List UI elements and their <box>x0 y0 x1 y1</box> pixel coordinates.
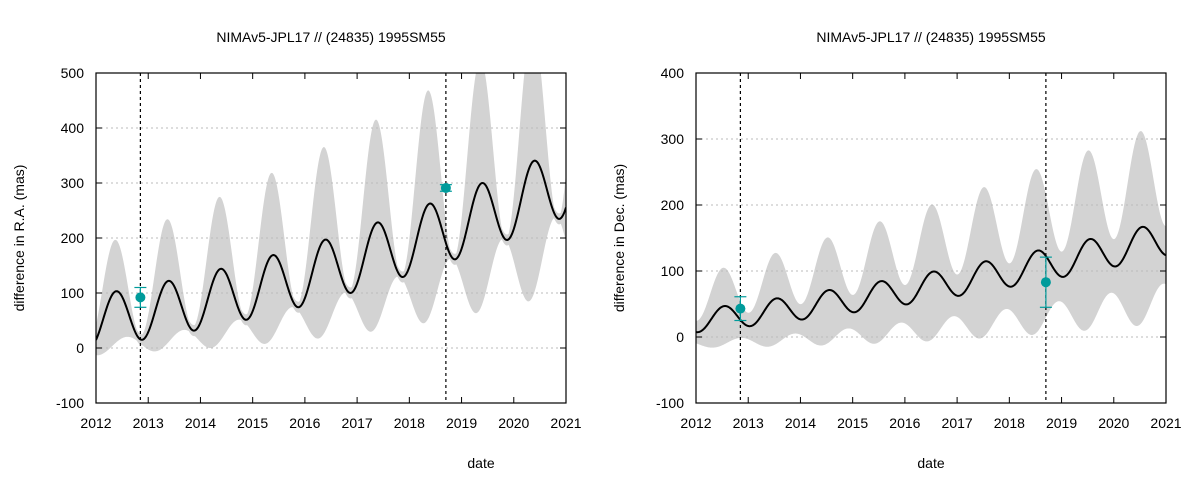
data-point <box>135 292 146 303</box>
data-point <box>735 303 746 314</box>
x-tick-label: 2017 <box>342 415 373 431</box>
series-line <box>696 225 1166 334</box>
data-point <box>440 182 451 193</box>
x-tick-label: 2014 <box>785 415 816 431</box>
y-tick-label: -100 <box>656 395 684 411</box>
y-tick-label: 500 <box>61 65 85 81</box>
series-line <box>96 159 566 341</box>
y-tick-label: 100 <box>661 263 685 279</box>
y-tick-label: 100 <box>61 285 85 301</box>
ra-difference-chart: NIMAv5-JPL17 // (24835) 1995SM55 date di… <box>11 29 582 471</box>
plot-area <box>696 73 1166 403</box>
x-tick-label: 2012 <box>680 415 711 431</box>
y-tick-label: 300 <box>661 131 685 147</box>
y-tick-label: 400 <box>661 65 685 81</box>
x-axis-label: date <box>467 455 494 471</box>
data-point <box>1040 277 1051 288</box>
y-axis-label: difference in Dec. (mas) <box>611 164 627 312</box>
x-tick-label: 2017 <box>942 415 973 431</box>
y-axis-label: difference in R.A. (mas) <box>11 165 27 312</box>
y-tick-label: 200 <box>661 197 685 213</box>
x-tick-label: 2015 <box>837 415 868 431</box>
x-tick-label: 2021 <box>550 415 581 431</box>
x-tick-label: 2021 <box>1150 415 1181 431</box>
x-tick-label: 2018 <box>394 415 425 431</box>
uncertainty-band <box>696 131 1166 348</box>
x-tick-label: 2013 <box>733 415 764 431</box>
plot-frame <box>695 72 1167 404</box>
y-tick-label: 0 <box>76 340 84 356</box>
plot-area <box>96 73 566 403</box>
x-tick-label: 2019 <box>446 415 477 431</box>
x-tick-label: 2014 <box>185 415 216 431</box>
x-tick-label: 2016 <box>289 415 320 431</box>
y-tick-label: 400 <box>61 120 85 136</box>
y-tick-label: 0 <box>676 329 684 345</box>
uncertainty-band <box>96 73 566 356</box>
y-tick-label: -100 <box>56 395 84 411</box>
chart-title: NIMAv5-JPL17 // (24835) 1995SM55 <box>816 29 1046 45</box>
x-tick-label: 2013 <box>133 415 164 431</box>
y-tick-label: 300 <box>61 175 85 191</box>
x-tick-label: 2012 <box>80 415 111 431</box>
x-tick-label: 2018 <box>994 415 1025 431</box>
dec-difference-chart: NIMAv5-JPL17 // (24835) 1995SM55 date di… <box>611 29 1182 471</box>
x-tick-label: 2019 <box>1046 415 1077 431</box>
x-axis-label: date <box>917 455 944 471</box>
x-tick-label: 2020 <box>1098 415 1129 431</box>
chart-title: NIMAv5-JPL17 // (24835) 1995SM55 <box>216 29 446 45</box>
x-tick-label: 2016 <box>889 415 920 431</box>
x-tick-label: 2020 <box>498 415 529 431</box>
y-tick-label: 200 <box>61 230 85 246</box>
x-tick-label: 2015 <box>237 415 268 431</box>
